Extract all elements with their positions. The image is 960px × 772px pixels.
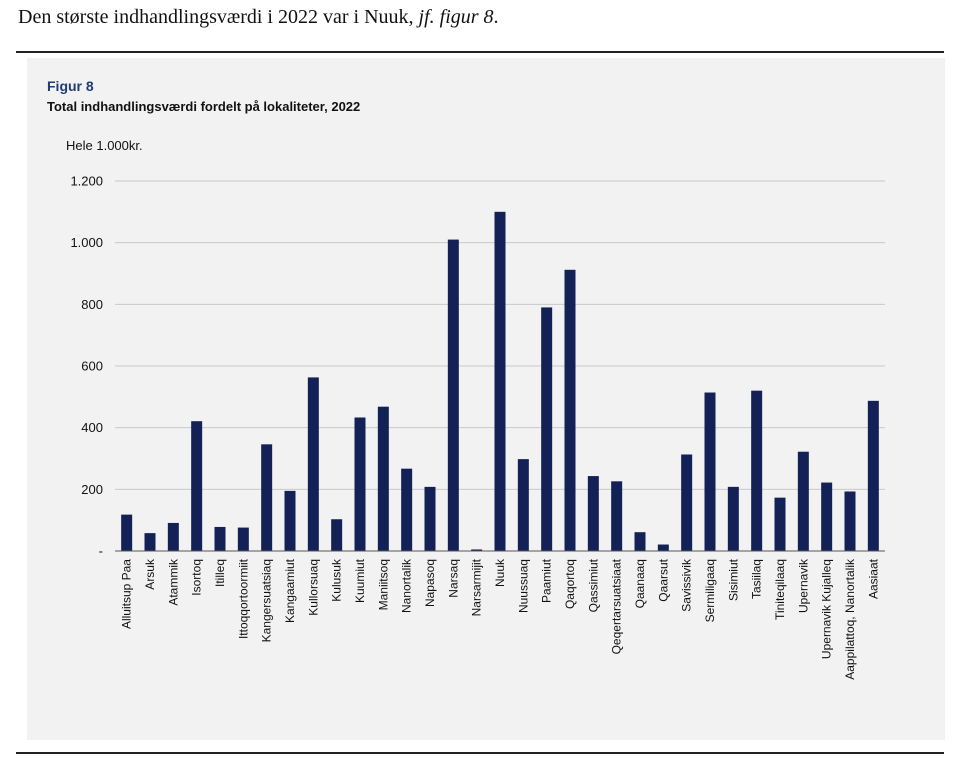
bar [377,406,389,551]
bar [774,497,786,551]
bar [401,468,413,551]
bar [727,486,739,551]
bar [354,417,366,551]
y-tick-label: 1.200 [70,174,103,189]
x-tick-label: Atammik [166,558,180,606]
bar [307,377,319,551]
intro-text: Den største indhandlingsværdi i 2022 var… [18,6,419,28]
x-tick-label: Maniitsoq [376,559,390,610]
x-tick-label: Qaanaaq [633,559,647,608]
x-tick-label: Tiniteqilaaq [773,559,787,620]
x-tick-label: Nuussuaq [516,559,530,613]
x-tick-label: Kuumiut [353,558,367,603]
bar [751,390,763,551]
figure-title: Total indhandlingsværdi fordelt på lokal… [47,99,361,114]
x-tick-label: Isortoq [190,559,204,596]
bar [587,476,599,551]
bar [867,400,879,551]
x-tick-label: Kullorsuaq [306,559,320,616]
x-tick-label: Tasiilaq [750,559,764,599]
bar [144,533,156,551]
bottom-divider [16,752,944,754]
bar [424,486,436,551]
bar [447,239,459,551]
x-tick-label: Kulusuk [330,558,344,602]
bar [844,491,856,551]
bars [121,211,879,552]
x-tick-label: Alluitsup Paa [120,559,134,629]
x-tick-label: Kangaamiut [283,558,297,623]
intro-figure-reference: jf. figur 8 [418,6,494,28]
x-tick-label: Ittoqqortoormiit [236,558,250,639]
bar [564,269,576,551]
x-tick-label: Aappilattoq, Nanortalik [843,558,857,680]
x-tick-label: Arsuk [143,558,157,590]
y-tick-label: 1.000 [70,235,103,250]
figure-panel [27,58,945,740]
x-axis-tick-labels: Alluitsup Paa Arsuk Atammik Isortoq Itilleq I… [120,558,881,680]
y-tick-label: - [99,544,103,559]
x-tick-label: Itilleq [213,559,227,587]
bar [657,544,669,551]
bar [821,482,833,551]
intro-end: . [493,6,499,28]
bar [121,514,133,551]
x-tick-label: Upernavik Kujalleq [820,559,834,659]
bar [681,454,693,551]
y-tick-label: 800 [81,297,103,312]
bar [541,307,553,551]
bar [167,522,179,551]
x-tick-label: Nanortalik [400,558,414,613]
bar [191,421,203,551]
x-tick-label: Kangersuatsiaq [260,559,274,642]
x-tick-label: Narsarmijit [470,558,484,616]
top-divider [16,51,944,53]
bar [471,549,483,551]
y-tick-label: 400 [81,420,103,435]
x-tick-label: Qaqortoq [563,559,577,609]
x-tick-label: Qaarsut [656,558,670,601]
x-tick-label: Qassimiut [586,558,600,612]
intro-sentence: Den største indhandlingsværdi i 2022 var… [18,6,948,29]
bar [611,481,623,551]
x-tick-label: Napasoq [423,559,437,607]
y-tick-label: 600 [81,359,103,374]
x-tick-label: Savissivik [680,558,694,612]
figure-label: Figur 8 [47,78,94,94]
bar [331,519,343,551]
bar [261,444,273,551]
x-tick-label: Sisimiut [726,558,740,601]
y-axis-tick-labels: - 200 400 600 800 1.000 1.200 [70,174,103,559]
x-tick-label: Nuuk [493,558,507,587]
bar [797,451,809,551]
x-tick-label: Paamiut [540,558,554,603]
bar [237,527,249,551]
x-tick-label: Upernavik [796,558,810,613]
x-tick-label: Sermiligaaq [703,559,717,622]
bar [284,490,296,552]
x-tick-label: Aasiaat [866,558,880,599]
bar [494,211,506,551]
x-tick-label: Qeqertarsuatsiaat [610,558,624,654]
bar [704,392,716,551]
bar [634,532,646,551]
x-tick-label: Narsaq [446,559,460,598]
y-tick-label: 200 [81,482,103,497]
y-axis-unit-label: Hele 1.000kr. [66,138,143,153]
bar [517,459,529,551]
bar [214,526,226,551]
